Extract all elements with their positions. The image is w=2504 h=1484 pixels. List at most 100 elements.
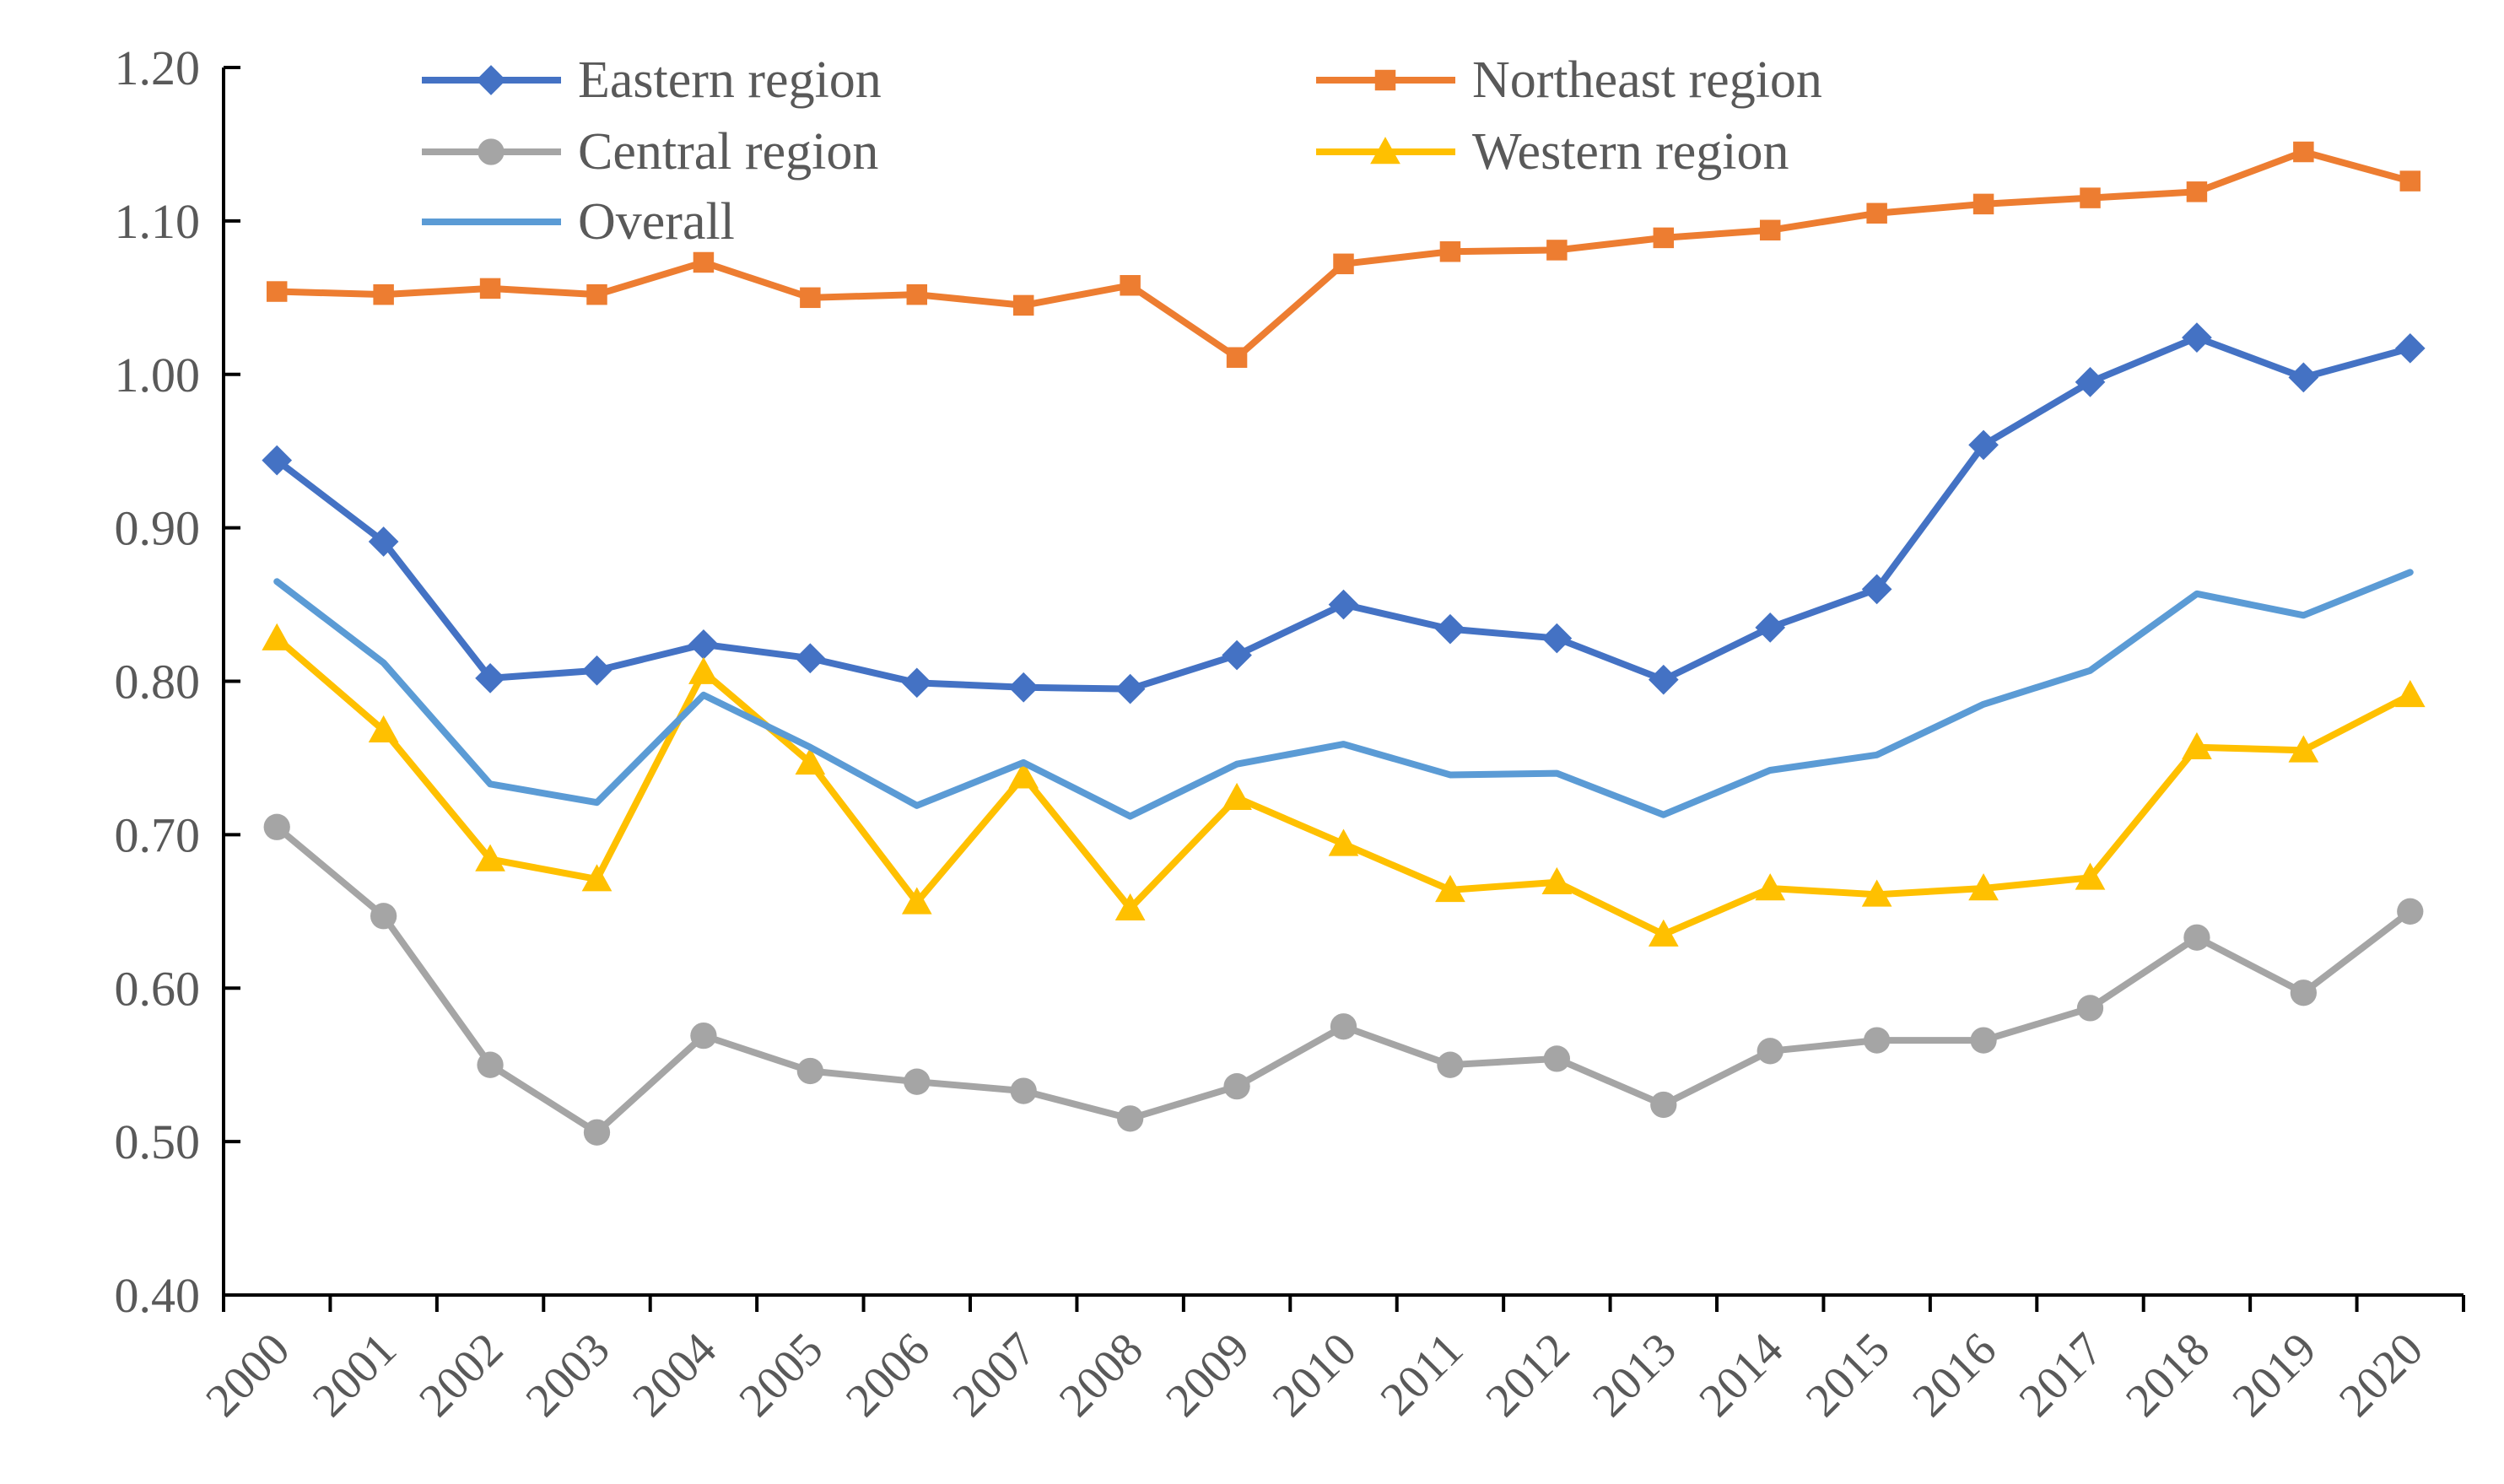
data-point (2394, 332, 2426, 364)
data-point (1759, 219, 1781, 241)
series-western-region (262, 623, 2426, 947)
y-tick-label: 1.10 (115, 194, 201, 249)
data-point (1861, 574, 1892, 605)
data-point (1012, 294, 1034, 316)
x-tick-label: 2005 (730, 1323, 834, 1427)
data-point (1968, 873, 1999, 901)
legend-label: Eastern region (578, 51, 882, 109)
data-point (1010, 1077, 1037, 1104)
x-tick-label: 2014 (1689, 1323, 1793, 1427)
legend-label: Western region (1472, 123, 1789, 181)
data-point (1541, 866, 1573, 895)
data-point (1333, 253, 1354, 275)
data-point (2394, 680, 2426, 708)
data-point (2397, 898, 2424, 925)
data-point (2075, 862, 2106, 890)
y-tick-label: 0.50 (115, 1114, 201, 1169)
data-point (1435, 613, 1465, 645)
x-tick-label: 2009 (1156, 1323, 1260, 1427)
plot-lines (262, 141, 2426, 1146)
data-point (1757, 1038, 1784, 1065)
data-point (581, 655, 613, 686)
x-tick-label: 2003 (516, 1323, 620, 1427)
data-point (1648, 664, 1679, 695)
x-tick-label: 2012 (1476, 1323, 1580, 1427)
y-tick-label: 0.70 (115, 807, 201, 862)
data-point (904, 1068, 931, 1095)
y-tick-label: 0.60 (115, 961, 201, 1016)
axes: 0.40 0.50 0.60 0.70 0.80 0.90 1.00 1.10 1.20 2000… (115, 40, 2465, 1427)
data-point (1755, 612, 1786, 643)
x-tick-label: 2006 (836, 1323, 940, 1427)
data-point (1120, 275, 1141, 296)
data-point (901, 667, 932, 699)
data-point (2183, 924, 2210, 951)
data-point (1648, 919, 1679, 947)
data-point (1866, 202, 1887, 224)
data-point (368, 715, 399, 742)
data-point (795, 643, 826, 674)
legend-label: Northeast region (1472, 51, 1822, 109)
data-point (795, 747, 826, 775)
data-point (2186, 181, 2208, 202)
data-point (1435, 875, 1465, 903)
data-point (1328, 589, 1359, 620)
data-point (1008, 672, 1039, 703)
data-point (262, 445, 293, 476)
legend-swatch-marker (1374, 69, 1396, 91)
legend-label: Central region (578, 123, 878, 181)
data-point (688, 629, 719, 660)
y-tick-label: 1.20 (115, 40, 201, 95)
data-point (1968, 429, 1999, 461)
y-tick-label: 1.00 (115, 348, 201, 402)
data-point (1864, 1027, 1891, 1054)
data-point (693, 251, 715, 273)
series-eastern-region (262, 322, 2426, 704)
data-point (2075, 366, 2106, 397)
legend-item: Northeast region (1316, 51, 1822, 109)
data-point (1328, 828, 1359, 856)
data-point (1755, 873, 1786, 901)
data-point (800, 287, 821, 309)
legend: Eastern region Northeast region Central re… (422, 51, 1822, 251)
data-point (1222, 782, 1252, 811)
data-point (2290, 979, 2317, 1006)
legend-swatch-marker (478, 138, 505, 165)
y-tick-label: 0.80 (115, 655, 201, 710)
data-point (901, 887, 932, 915)
x-tick-label: 2016 (1902, 1323, 2006, 1427)
data-point (1437, 1051, 1464, 1078)
data-point (370, 903, 397, 930)
data-point (1543, 1045, 1570, 1072)
data-point (373, 283, 394, 305)
data-point (906, 283, 928, 305)
data-point (477, 1051, 504, 1078)
series-central-region (263, 813, 2424, 1146)
data-point (583, 1119, 611, 1146)
x-tick-label: 2001 (303, 1323, 407, 1427)
y-tick-label: 0.90 (115, 501, 201, 556)
legend-swatch-marker (1370, 137, 1400, 165)
data-point (1546, 240, 1568, 261)
data-point (1114, 893, 1146, 920)
x-tick-label: 2000 (196, 1323, 300, 1427)
y-tick-label: 0.40 (115, 1268, 201, 1323)
data-point (1008, 761, 1039, 789)
legend-item: Central region (422, 123, 878, 181)
data-point (1970, 1027, 1997, 1054)
data-point (1653, 227, 1675, 249)
x-tick-label: 2007 (942, 1323, 1046, 1427)
data-point (475, 844, 505, 872)
data-point (1222, 639, 1252, 671)
data-point (1541, 623, 1573, 654)
series-overall (273, 569, 2414, 820)
data-point (1972, 193, 1994, 215)
data-point (479, 278, 501, 299)
series-northeast-region (266, 141, 2421, 368)
data-point (688, 656, 719, 684)
x-tick-label: 2008 (1050, 1323, 1153, 1427)
x-tick-label: 2010 (1263, 1323, 1367, 1427)
x-tick-label: 2013 (1583, 1323, 1686, 1427)
data-point (262, 623, 293, 650)
data-point (586, 283, 607, 305)
